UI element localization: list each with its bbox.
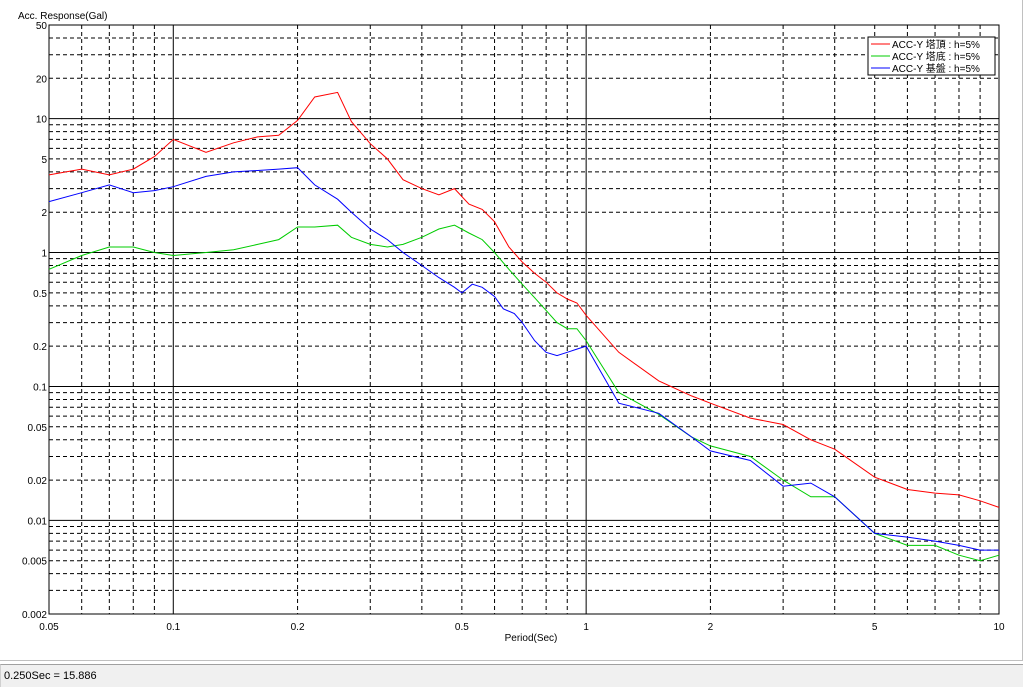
x-tick-label: 10 (993, 622, 1005, 633)
y-tick-label: 0.01 (28, 516, 48, 527)
x-tick-label: 0.5 (455, 622, 469, 633)
x-tick-label: 0.2 (291, 622, 305, 633)
x-tick-label: 0.05 (39, 622, 59, 633)
y-tick-label: 0.5 (33, 289, 47, 300)
legend-label-2: ACC-Y 塔底 : h=5% (892, 50, 980, 63)
y-tick-label: 0.1 (33, 382, 47, 393)
response-spectrum-chart: Acc. Response(Gal) 50 20 10 5 2 1 0.5 0.2 0.1 0.0… (18, 11, 1005, 644)
legend-label-3: ACC-Y 基盤 : h=5% (892, 62, 980, 75)
y-tick-label: 0.05 (28, 423, 48, 434)
y-tick-label: 0.002 (22, 610, 47, 621)
series-line-1 (48, 91, 1000, 508)
x-tick-label: 5 (872, 622, 878, 633)
series-line-3 (48, 167, 999, 551)
status-readout: 0.250Sec = 15.886 (4, 670, 97, 682)
y-tick-label: 5 (41, 155, 47, 166)
chart-plot: Acc. Response(Gal) 50 20 10 5 2 1 0.5 0.2 0.1 0.0… (18, 11, 1005, 644)
tick-labels: 50 20 10 5 2 1 0.5 0.2 0.1 0.05 0.02 0.01 0.005 0.002… (22, 21, 1005, 633)
y-tick-label: 0.005 (22, 557, 47, 568)
y-tick-label: 50 (36, 21, 48, 32)
series-line-2 (48, 224, 1000, 562)
y-tick-label: 2 (41, 208, 47, 219)
x-tick-label: 2 (708, 622, 714, 633)
y-axis-title: Acc. Response(Gal) (18, 11, 107, 22)
x-tick-label: 1 (583, 622, 589, 633)
x-tick-label: 0.1 (166, 622, 180, 633)
y-tick-label: 0.02 (28, 476, 48, 487)
status-bar: 0.250Sec = 15.886 (0, 664, 1023, 687)
y-tick-label: 1 (41, 249, 47, 260)
grid-lines (49, 25, 999, 614)
legend: ACC-Y 塔頂 : h=5%ACC-Y 塔底 : h=5%ACC-Y 基盤 :… (867, 36, 996, 76)
legend-label-1: ACC-Y 塔頂 : h=5% (892, 38, 980, 51)
x-axis-title: Period(Sec) (505, 633, 558, 644)
y-tick-label: 0.2 (33, 342, 47, 353)
series-lines (48, 91, 1000, 562)
window-border (0, 0, 1023, 661)
y-tick-label: 20 (36, 74, 48, 85)
y-tick-label: 10 (36, 115, 48, 126)
plot-frame (48, 24, 1000, 615)
